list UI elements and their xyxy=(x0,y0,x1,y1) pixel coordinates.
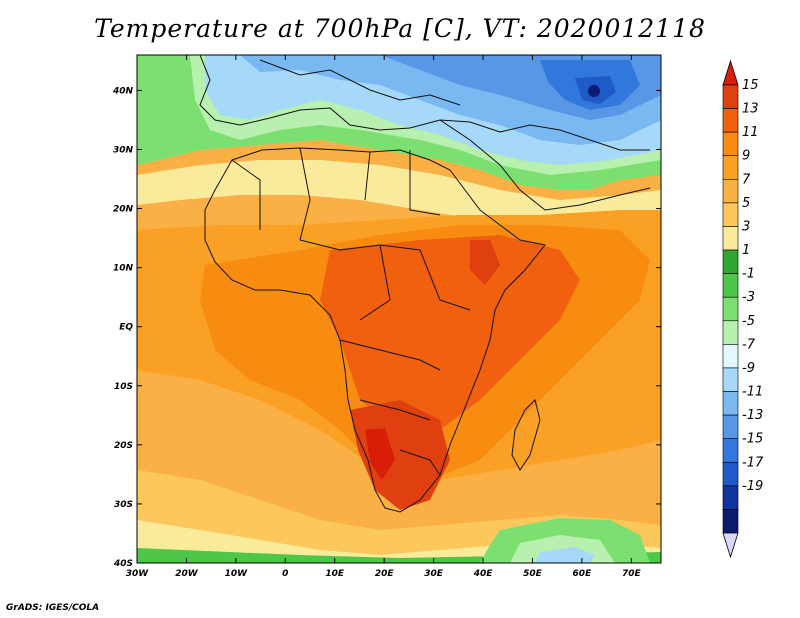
colorbar-swatch xyxy=(722,131,739,157)
colorbar-label: -17 xyxy=(742,455,764,470)
lon-tick-label: 10W xyxy=(225,569,249,579)
map-frame xyxy=(136,54,662,564)
lon-tick-label: 10E xyxy=(325,569,345,579)
colorbar-label: 3 xyxy=(742,219,750,234)
colorbar-swatch xyxy=(722,485,739,510)
lon-tick-label: 20W xyxy=(175,569,199,579)
colorbar-label: 7 xyxy=(742,172,751,187)
lon-tick-label: 20E xyxy=(375,569,395,579)
colorbar-label: 13 xyxy=(742,102,759,117)
colorbar-swatch xyxy=(722,273,739,298)
colorbar-swatch xyxy=(722,179,739,204)
lat-tick-label: 30N xyxy=(113,146,134,156)
lat-tick-label: 40S xyxy=(113,559,133,569)
lat-tick-label: 10S xyxy=(114,382,133,392)
lat-tick-label: 20N xyxy=(113,205,134,215)
temperature-field xyxy=(137,55,661,563)
colorbar-label: 5 xyxy=(742,196,750,211)
colorbar-under-triangle xyxy=(722,532,739,559)
colorbar-label: -11 xyxy=(742,385,763,400)
lat-tick-label: EQ xyxy=(119,323,133,333)
lon-tick-label: 70E xyxy=(622,569,642,579)
colorbar-swatch xyxy=(722,249,739,274)
colorbar-label: 1 xyxy=(742,243,750,258)
colorbar-label: -19 xyxy=(742,479,763,494)
colorbar-swatch xyxy=(722,84,739,109)
grads-credit: GrADS: IGES/COLA xyxy=(6,603,100,613)
colorbar-swatch xyxy=(722,391,739,416)
colorbar-swatch xyxy=(722,461,739,487)
lon-tick-label: 0 xyxy=(282,569,288,579)
colorbar-label: 11 xyxy=(742,125,759,140)
colorbar-label: 9 xyxy=(742,149,750,164)
lon-tick-label: 50E xyxy=(523,569,543,579)
colorbar-label: -3 xyxy=(742,290,755,305)
colorbar-label: -15 xyxy=(742,432,763,447)
colorbar-swatch xyxy=(722,155,739,180)
lat-tick-label: 20S xyxy=(114,441,133,451)
lon-tick-label: 30W xyxy=(126,569,150,579)
chart-title: Temperature at 700hPa [C], VT: 202001211… xyxy=(94,14,706,43)
lat-tick-label: 40N xyxy=(112,86,134,96)
colorbar-label: -1 xyxy=(742,267,755,282)
lat-tick-label: 10N xyxy=(113,264,134,274)
axis-ticks: 30W 20W 10W 0 10E 20E 30E 40E 50E 60E 70E 40N 30N 20N… xyxy=(112,55,661,579)
colorbar-swatch xyxy=(722,296,739,322)
colorbar-label: -5 xyxy=(742,314,755,329)
lon-tick-label: 30E xyxy=(424,569,444,579)
colorbar-swatch xyxy=(722,202,739,227)
colorbar-swatch xyxy=(722,108,739,133)
colorbar-label: -9 xyxy=(742,361,755,376)
colorbar-swatch xyxy=(722,438,739,463)
colorbar: 15 13 11 9 7 5 3 1 -1 -3 -5 -7 -9 -11 -13 -15 -17 -19 xyxy=(722,59,764,559)
coastlines xyxy=(199,55,651,513)
colorbar-label: -13 xyxy=(742,408,763,423)
lat-tick-label: 30S xyxy=(114,500,133,510)
colorbar-label: -7 xyxy=(742,337,756,352)
colorbar-swatch xyxy=(722,509,739,534)
colorbar-swatch xyxy=(722,344,739,369)
colorbar-swatch xyxy=(722,414,739,439)
colorbar-swatch xyxy=(722,226,739,251)
colorbar-swatch xyxy=(722,320,739,345)
colorbar-label: 15 xyxy=(742,78,759,93)
lon-tick-label: 40E xyxy=(473,569,494,579)
lon-tick-label: 60E xyxy=(573,569,593,579)
colorbar-over-triangle xyxy=(722,59,739,86)
colorbar-swatch xyxy=(722,367,739,392)
